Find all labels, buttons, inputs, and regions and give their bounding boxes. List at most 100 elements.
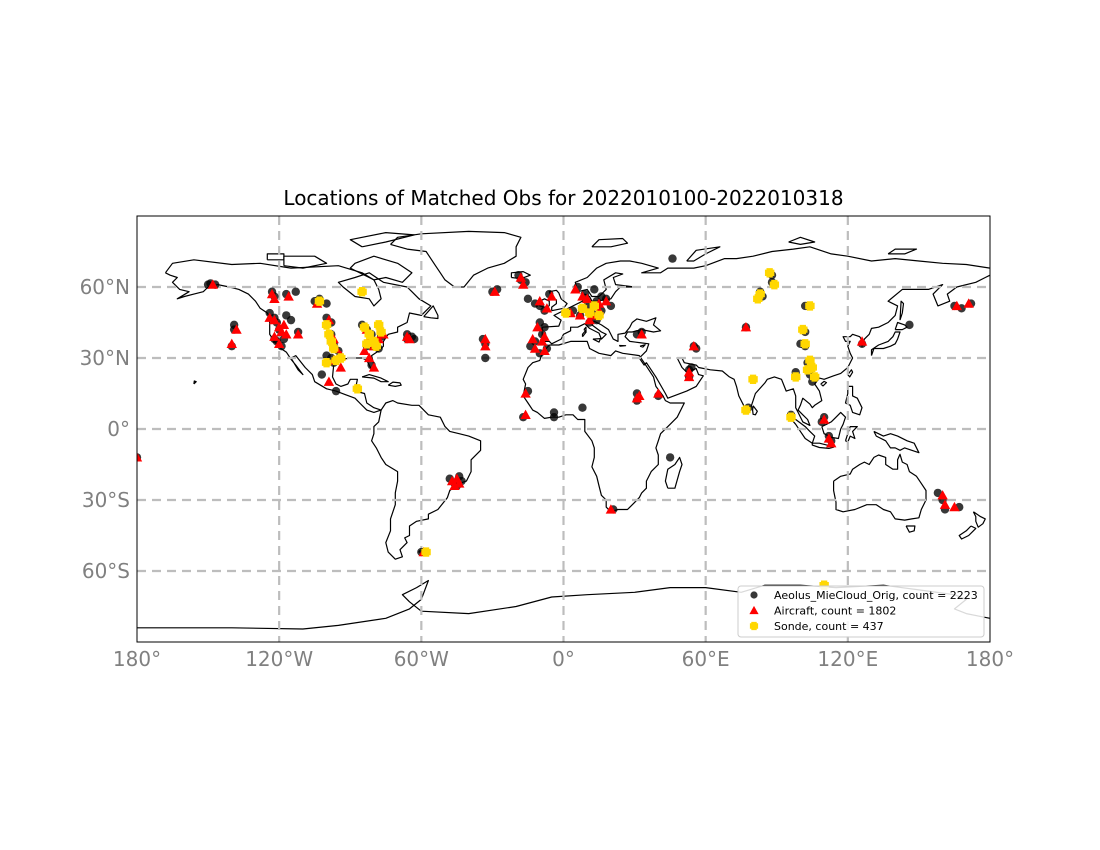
tasmania-coast	[905, 525, 916, 533]
aircraft-point	[546, 291, 557, 301]
aircraft-point	[518, 279, 529, 289]
crete-coast	[618, 344, 627, 347]
y-tick-label: 0°	[107, 417, 130, 441]
y-tick-label: 30°S	[82, 488, 130, 512]
sonde-point	[359, 322, 370, 332]
sonde-point	[352, 384, 363, 394]
gridlines	[137, 216, 990, 642]
y-tick-label: 30°N	[80, 346, 130, 370]
aeolus_miecloud_orig-point	[317, 370, 327, 379]
sonde-series	[314, 268, 829, 590]
aeolus_miecloud_orig-point	[578, 403, 587, 412]
aeolus_miecloud_orig-point	[286, 315, 296, 325]
sonde-point	[809, 372, 820, 382]
aircraft-point	[631, 393, 643, 403]
aircraft-point	[581, 293, 593, 303]
aeolus_miecloud_orig-point	[540, 323, 549, 332]
aircraft-point	[856, 336, 868, 346]
aircraft-point	[826, 438, 837, 448]
aircraft-point	[683, 367, 695, 377]
java-coast	[811, 442, 835, 449]
sonde-point	[741, 405, 751, 415]
aircraft-point	[688, 340, 700, 351]
aircraft-point	[534, 296, 546, 306]
aircraft-point	[818, 414, 830, 424]
madagascar-coast	[664, 456, 683, 489]
aircraft-point	[539, 345, 550, 356]
legend-box	[737, 585, 985, 638]
aircraft-point	[489, 286, 500, 296]
sonde-point	[594, 310, 604, 321]
aircraft-point	[231, 324, 242, 334]
sonde-point	[577, 303, 588, 313]
aircraft-point	[335, 362, 346, 372]
aircraft-point	[683, 371, 695, 382]
sumatra-coast	[788, 415, 816, 444]
eurasia-south-coast	[539, 274, 990, 426]
aircraft-point	[570, 284, 581, 294]
x-tick-label: 120°W	[245, 647, 313, 671]
taiwan-coast	[847, 369, 854, 378]
aeolus_miecloud_orig-point	[322, 351, 331, 360]
aircraft-point	[269, 314, 280, 325]
sonde-point	[791, 372, 801, 382]
aircraft-point	[283, 291, 294, 301]
sonde-point	[561, 308, 571, 318]
aircraft-point	[480, 333, 491, 344]
aircraft-point	[269, 293, 280, 303]
sardinia-coast	[581, 330, 587, 338]
aircraft-point	[404, 333, 415, 344]
sonde-point	[321, 320, 332, 330]
aircraft-point	[605, 504, 617, 514]
novaya-zemlya-coast	[686, 246, 721, 262]
aeolus_miecloud_orig-point	[665, 453, 675, 462]
aircraft-point	[937, 490, 948, 500]
sonde-point	[798, 324, 808, 335]
sakhalin-coast	[899, 300, 905, 321]
aircraft-point	[529, 343, 541, 353]
aeolus_miecloud_orig-point	[331, 386, 341, 396]
newfoundland-coast	[423, 305, 439, 320]
aircraft-point	[541, 303, 553, 313]
sonde-point	[324, 329, 334, 340]
great-britain-coast	[548, 289, 568, 312]
cyprus-coast	[639, 344, 646, 348]
x-tick-label: 60°E	[682, 647, 730, 671]
x-tick-label: 0°	[552, 647, 575, 671]
legend-label: Aircraft, count = 1802	[774, 605, 896, 618]
cuba-coast	[361, 374, 389, 383]
new-zealand-north-coast	[972, 511, 986, 528]
aircraft-point	[515, 272, 527, 282]
aircraft-point	[963, 298, 974, 308]
sonde-point	[786, 412, 796, 422]
aircraft-point	[532, 322, 543, 332]
sonde-point	[321, 358, 332, 368]
aircraft-point	[278, 319, 290, 330]
north-america-coast	[164, 259, 432, 413]
severnaya-zemlya-coast	[788, 236, 816, 245]
x-tick-label: 120°E	[817, 647, 878, 671]
x-tick-label: 180°	[113, 647, 161, 671]
australia-coast	[832, 453, 927, 521]
aircraft-point	[520, 388, 531, 398]
aircraft-point	[527, 333, 538, 344]
aeolus_miecloud_orig-point	[291, 287, 300, 296]
aircraft-point	[281, 329, 292, 339]
new-guinea-coast	[873, 430, 920, 454]
aircraft-point	[939, 499, 951, 509]
sonde-point	[326, 336, 336, 347]
aircraft-point	[536, 336, 548, 346]
aircraft-point	[207, 279, 219, 289]
sicily-coast	[592, 338, 602, 343]
x-tick-label: 60°W	[394, 647, 449, 671]
banks-island-coast	[266, 253, 285, 261]
aeolus_miecloud_orig-point	[597, 292, 606, 301]
x-tick-label: 180°	[966, 647, 1014, 671]
sonde-point	[314, 296, 325, 306]
aircraft-point	[273, 338, 285, 348]
corsica-coast	[583, 326, 587, 332]
y-tick-labels: 60°N 30°N 0° 30°S 60°S	[80, 275, 130, 583]
baffin-island-coast	[349, 255, 413, 283]
aircraft-point	[368, 362, 380, 372]
ellesmere-coast	[349, 232, 415, 248]
